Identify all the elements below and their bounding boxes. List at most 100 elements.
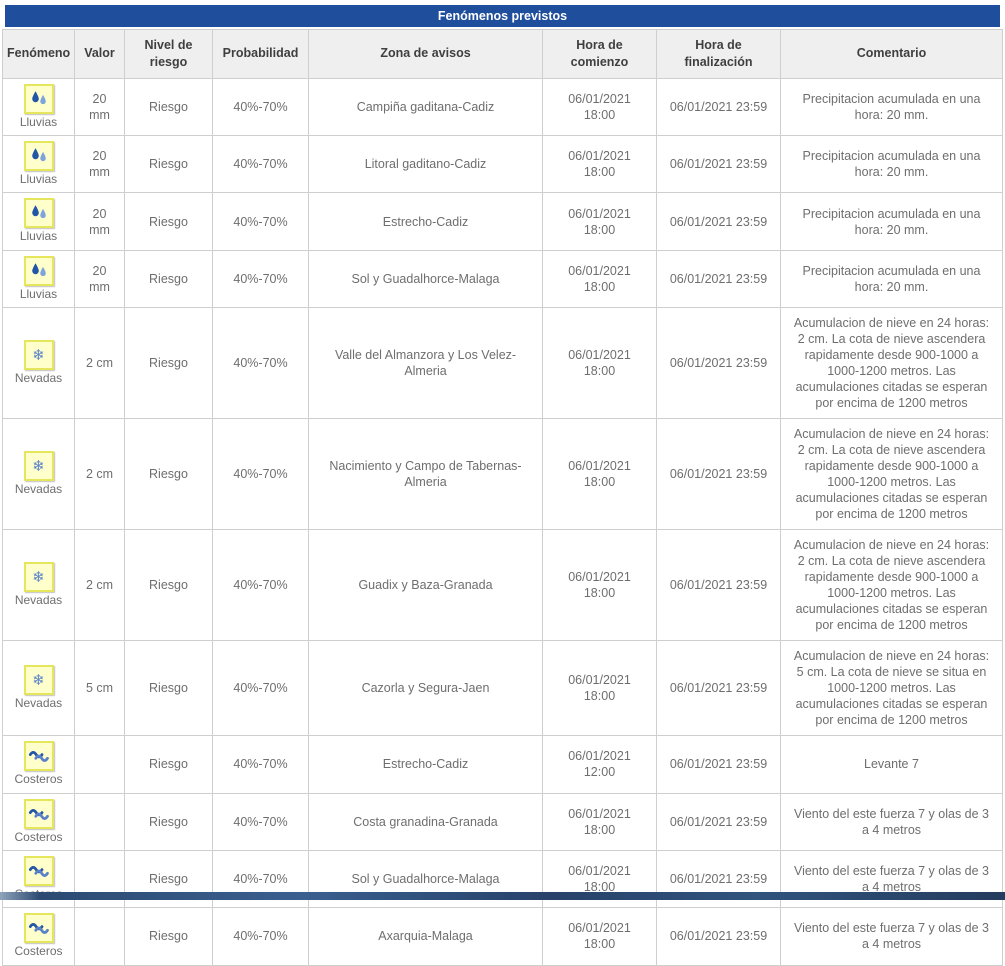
table-row: ❄ Nevadas 2 cm Riesgo 40%-70% Guadix y B… (2, 529, 1003, 642)
phenomenon-cell: Costeros (2, 735, 75, 794)
table-row: Costeros Riesgo 40%-70% Estrecho-Cadiz 0… (2, 735, 1003, 794)
phenomenon-label: Lluvias (19, 172, 58, 187)
phenomenon-cell: Lluvias (2, 192, 75, 251)
header-row: Fenómeno Valor Nivel de riesgo Probabili… (2, 29, 1003, 79)
zone-cell: Campiña gaditana-Cadiz (308, 77, 543, 137)
end-time-cell: 06/01/2021 23:59 (656, 418, 781, 531)
value-cell: 20 mm (74, 77, 125, 137)
risk-level-cell: Riesgo (124, 735, 213, 794)
end-time-cell: 06/01/2021 23:59 (656, 907, 781, 966)
table-row: Costeros Riesgo 40%-70% Axarquia-Malaga … (2, 907, 1003, 966)
table-body: Lluvias 20 mm Riesgo 40%-70% Campiña gad… (2, 77, 1003, 966)
risk-level-cell: Riesgo (124, 418, 213, 531)
value-cell: 2 cm (74, 529, 125, 642)
col-header-hora-finalizacion: Hora de finalización (656, 29, 781, 79)
phenomenon-icon-box (23, 141, 54, 172)
phenomenon-cell: Lluvias (2, 135, 75, 194)
end-time-cell: 06/01/2021 23:59 (656, 529, 781, 642)
zone-cell: Estrecho-Cadiz (308, 735, 543, 794)
comment-cell: Precipitacion acumulada en una hora: 20 … (780, 249, 1003, 309)
phenomenon-label: Nevadas (14, 593, 63, 607)
snowflake-icon: ❄ (32, 345, 45, 364)
table-title: Fenómenos previstos (5, 5, 1000, 27)
table-row: ❄ Nevadas 2 cm Riesgo 40%-70% Valle del … (2, 307, 1003, 420)
start-time-cell: 06/01/2021 18:00 (542, 249, 657, 309)
value-cell: 2 cm (74, 307, 125, 420)
risk-level-cell: Riesgo (124, 640, 213, 737)
rain-drops-icon (28, 260, 50, 282)
comment-cell: Acumulacion de nieve en 24 horas: 5 cm. … (780, 640, 1003, 737)
comment-cell: Acumulacion de nieve en 24 horas: 2 cm. … (780, 307, 1003, 420)
comment-cell: Acumulacion de nieve en 24 horas: 2 cm. … (780, 529, 1003, 642)
phenomenon-cell: Costeros (2, 792, 75, 851)
risk-level-cell: Riesgo (124, 77, 213, 137)
value-cell: 20 mm (74, 192, 125, 251)
phenomenon-icon-box (23, 741, 54, 772)
wave-icon (28, 745, 50, 767)
wave-icon (28, 860, 50, 882)
phenomenon-icon-box (23, 83, 54, 114)
zone-cell: Axarquia-Malaga (308, 907, 543, 966)
table-row: ❄ Nevadas 5 cm Riesgo 40%-70% Cazorla y … (2, 640, 1003, 737)
rain-drops-icon (28, 145, 50, 167)
start-time-cell: 06/01/2021 18:00 (542, 77, 657, 137)
phenomenon-cell: Costeros (2, 907, 75, 966)
value-cell: 20 mm (74, 135, 125, 194)
risk-level-cell: Riesgo (124, 307, 213, 420)
phenomenon-cell: ❄ Nevadas (2, 307, 75, 420)
col-header-zona-avisos: Zona de avisos (308, 29, 543, 79)
probability-cell: 40%-70% (212, 418, 309, 531)
comment-cell: Precipitacion acumulada en una hora: 20 … (780, 192, 1003, 251)
zone-cell: Estrecho-Cadiz (308, 192, 543, 251)
end-time-cell: 06/01/2021 23:59 (656, 307, 781, 420)
probability-cell: 40%-70% (212, 529, 309, 642)
probability-cell: 40%-70% (212, 249, 309, 309)
col-header-nivel-riesgo: Nivel de riesgo (124, 29, 213, 79)
phenomenon-cell: Lluvias (2, 249, 75, 309)
probability-cell: 40%-70% (212, 192, 309, 251)
value-cell (74, 792, 125, 851)
phenomenon-icon-box (23, 855, 54, 886)
phenomenon-icon-box (23, 198, 54, 229)
start-time-cell: 06/01/2021 18:00 (542, 418, 657, 531)
table-row: Lluvias 20 mm Riesgo 40%-70% Sol y Guada… (2, 249, 1003, 309)
phenomenon-icon-box: ❄ (23, 562, 54, 592)
col-header-comentario: Comentario (780, 29, 1003, 79)
start-time-cell: 06/01/2021 18:00 (542, 907, 657, 966)
phenomenon-label: Nevadas (14, 482, 63, 496)
end-time-cell: 06/01/2021 23:59 (656, 792, 781, 851)
probability-cell: 40%-70% (212, 907, 309, 966)
phenomenon-icon-box: ❄ (23, 340, 54, 370)
value-cell: 5 cm (74, 640, 125, 737)
comment-cell: Viento del este fuerza 7 y olas de 3 a 4… (780, 907, 1003, 966)
probability-cell: 40%-70% (212, 77, 309, 137)
start-time-cell: 06/01/2021 18:00 (542, 529, 657, 642)
phenomenon-label: Costeros (14, 772, 63, 787)
end-time-cell: 06/01/2021 23:59 (656, 249, 781, 309)
zone-cell: Valle del Almanzora y Los Velez-Almeria (308, 307, 543, 420)
phenomenon-label: Lluvias (19, 229, 58, 244)
table-row: Costeros Riesgo 40%-70% Costa granadina-… (2, 792, 1003, 851)
snowflake-icon: ❄ (32, 670, 45, 689)
phenomenon-icon-box (23, 913, 54, 944)
probability-cell: 40%-70% (212, 135, 309, 194)
probability-cell: 40%-70% (212, 640, 309, 737)
phenomenon-label: Lluvias (19, 286, 58, 301)
table-header: Fenómeno Valor Nivel de riesgo Probabili… (2, 29, 1003, 79)
wave-icon (28, 917, 50, 939)
phenomenon-label: Nevadas (14, 371, 63, 385)
col-header-valor: Valor (74, 29, 125, 79)
risk-level-cell: Riesgo (124, 529, 213, 642)
zone-cell: Cazorla y Segura-Jaen (308, 640, 543, 737)
value-cell: 2 cm (74, 418, 125, 531)
end-time-cell: 06/01/2021 23:59 (656, 77, 781, 137)
probability-cell: 40%-70% (212, 792, 309, 851)
phenomenon-icon-box: ❄ (23, 665, 54, 695)
phenomenon-label: Costeros (14, 829, 63, 844)
end-time-cell: 06/01/2021 23:59 (656, 135, 781, 194)
col-header-hora-comienzo: Hora de comienzo (542, 29, 657, 79)
zone-cell: Guadix y Baza-Granada (308, 529, 543, 642)
phenomenon-label: Lluvias (19, 114, 58, 129)
start-time-cell: 06/01/2021 18:00 (542, 307, 657, 420)
table-row: ❄ Nevadas 2 cm Riesgo 40%-70% Nacimiento… (2, 418, 1003, 531)
